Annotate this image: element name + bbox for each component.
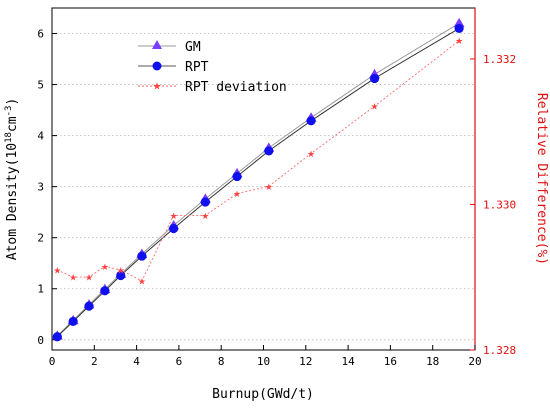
x-tick-label-8: 16 xyxy=(384,355,397,368)
point-rpt-deviation-10: ★ xyxy=(307,150,315,160)
x-tick-label-2: 4 xyxy=(133,355,140,368)
point-rpt-deviation-8: ★ xyxy=(233,190,241,200)
legend: GM RPT ★ RPT deviation xyxy=(138,40,287,95)
point-rpt-deviation-5: ★ xyxy=(138,277,146,287)
x-tick-label-4: 8 xyxy=(218,355,225,368)
legend-marker-gm xyxy=(152,40,162,49)
point-rpt-11 xyxy=(369,73,380,84)
plot-frame xyxy=(51,7,476,351)
x-axis-title: Burnup(GWd/t) xyxy=(212,387,314,402)
point-rpt-deviation-7: ★ xyxy=(201,212,209,222)
point-rpt-deviation-4: ★ xyxy=(117,266,125,276)
point-rpt-0 xyxy=(52,332,62,342)
legend-marker-rpt-deviation: ★ xyxy=(153,82,162,93)
point-rpt-deviation-12: ★ xyxy=(455,37,463,47)
y-tick-label-4: 4 xyxy=(37,130,44,143)
y-tick-label-0: 0 xyxy=(37,334,44,347)
point-rpt-3 xyxy=(100,286,110,296)
gridlines xyxy=(52,33,475,341)
y2-tick-label-0: 1.328 xyxy=(483,344,516,357)
y2-axis-ticks: 1.328 1.330 1.332 xyxy=(470,53,516,357)
point-rpt-5 xyxy=(137,251,147,261)
point-rpt-10 xyxy=(306,116,316,126)
legend-label-gm: GM xyxy=(185,40,201,55)
point-rpt-6 xyxy=(169,223,179,234)
legend-marker-rpt xyxy=(152,61,162,71)
x-tick-label-9: 18 xyxy=(426,355,439,368)
point-rpt-7 xyxy=(200,197,210,207)
point-rpt-8 xyxy=(232,171,242,182)
x-axis-ticks: 0 2 4 6 8 10 12 14 16 18 20 xyxy=(49,345,482,368)
point-rpt-12 xyxy=(454,23,464,34)
point-rpt-2 xyxy=(84,301,94,311)
y-tick-label-2: 2 xyxy=(37,232,44,245)
legend-label-rpt: RPT xyxy=(185,60,209,75)
point-rpt-deviation-0: ★ xyxy=(53,266,61,276)
point-rpt-deviation-2: ★ xyxy=(85,274,93,284)
legend-label-rpt-deviation: RPT deviation xyxy=(185,80,287,95)
x-tick-label-3: 6 xyxy=(176,355,183,368)
series-line-rpt xyxy=(56,27,460,338)
x-tick-label-1: 2 xyxy=(91,355,98,368)
x-tick-label-0: 0 xyxy=(49,355,56,368)
point-rpt-deviation-6: ★ xyxy=(170,212,178,222)
y2-tick-label-2: 1.332 xyxy=(483,53,516,66)
y-tick-label-5: 5 xyxy=(37,79,44,92)
series-line-rpt-deviation xyxy=(57,40,460,282)
y2-axis-title: Relative Difference(%) xyxy=(534,93,549,265)
y-tick-label-3: 3 xyxy=(37,181,44,194)
x-tick-label-7: 14 xyxy=(341,355,355,368)
y-tick-label-6: 6 xyxy=(37,28,44,41)
series-line-gm xyxy=(56,22,460,337)
x-tick-label-6: 12 xyxy=(299,355,312,368)
x-tick-label-5: 10 xyxy=(257,355,270,368)
y-tick-label-1: 1 xyxy=(37,283,44,296)
series-layer: ★ ★ ★ ★ ★ ★ ★ ★ ★ ★ ★ ★ ★ xyxy=(51,17,465,342)
y-axis-title: Atom Density(1018cm-3) xyxy=(4,98,20,261)
point-rpt-deviation-3: ★ xyxy=(101,263,109,273)
point-rpt-1 xyxy=(68,316,78,327)
point-rpt-9 xyxy=(264,146,274,156)
point-rpt-deviation-9: ★ xyxy=(265,183,273,193)
point-rpt-4 xyxy=(116,270,126,281)
y-axis-ticks: 0 1 2 3 4 5 6 xyxy=(37,28,57,347)
point-rpt-deviation-1: ★ xyxy=(69,274,77,284)
y2-tick-label-1: 1.330 xyxy=(483,198,516,211)
x-tick-label-10: 20 xyxy=(468,355,481,368)
point-rpt-deviation-11: ★ xyxy=(370,103,378,113)
